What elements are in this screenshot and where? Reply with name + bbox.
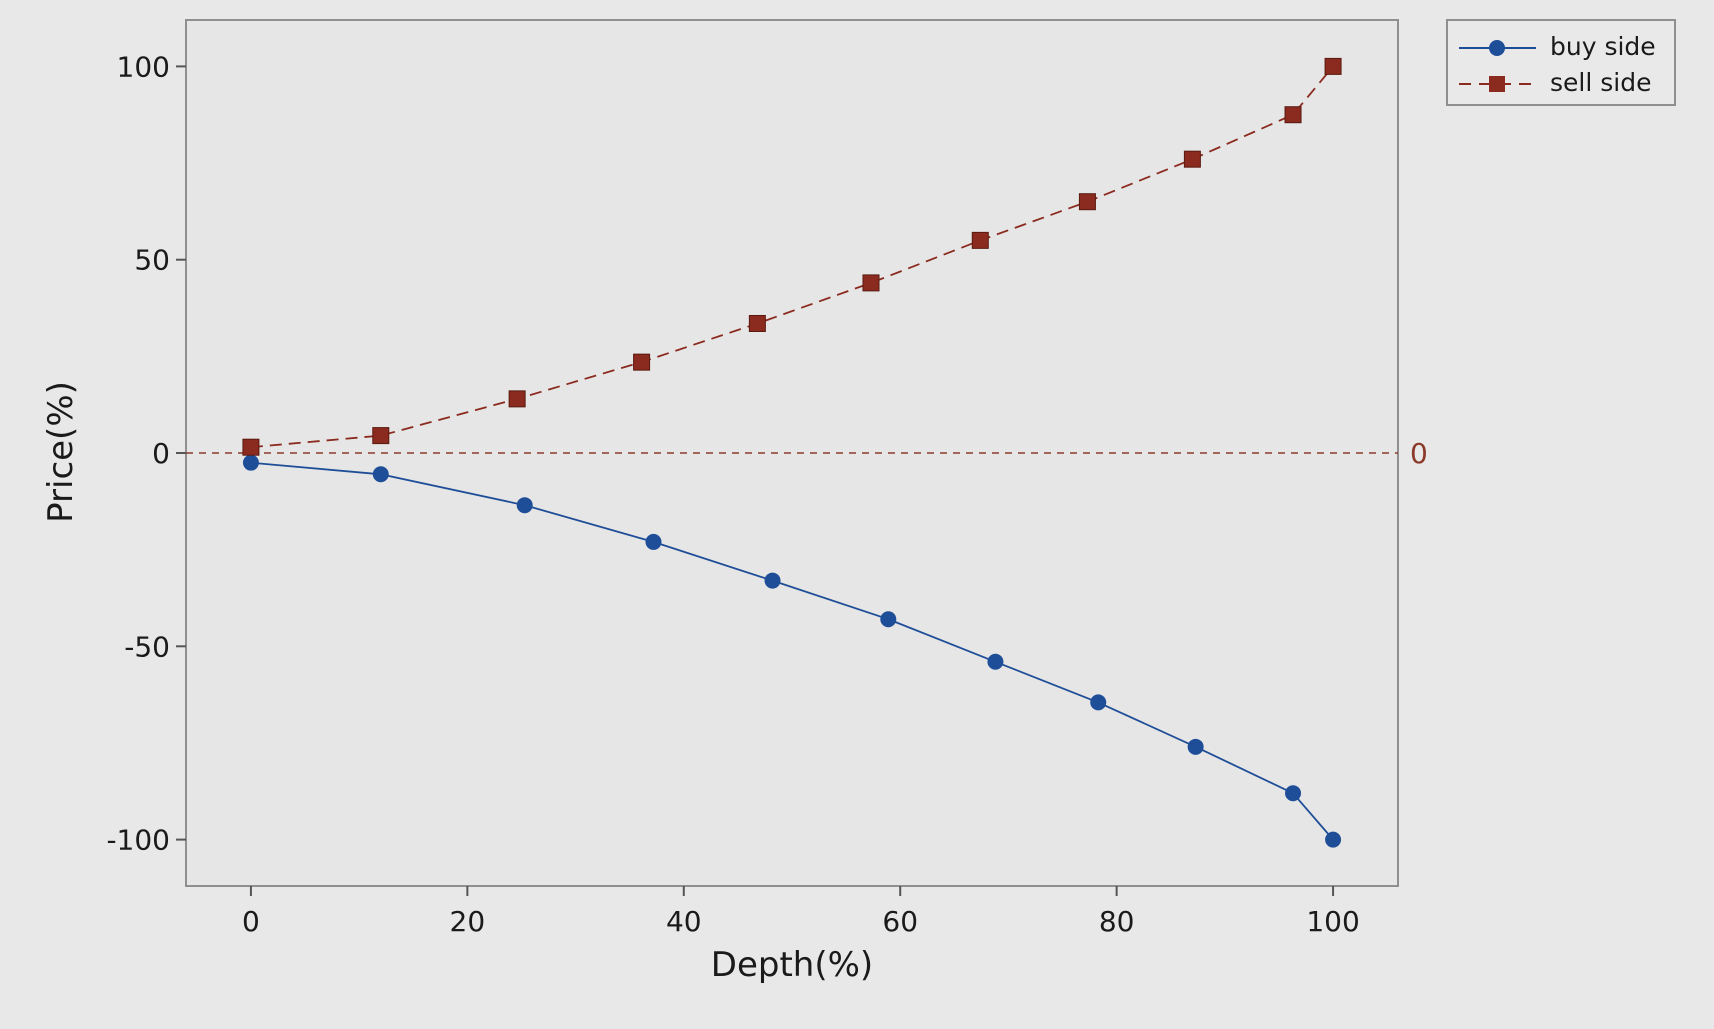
series-group bbox=[242, 57, 1342, 848]
reference-line-label: 0 bbox=[1410, 437, 1428, 470]
y-tick-label: 50 bbox=[134, 244, 170, 277]
buy-side-point bbox=[1090, 694, 1107, 711]
sell-side-point bbox=[1324, 57, 1342, 75]
legend-box bbox=[1446, 19, 1676, 106]
x-tick-label: 60 bbox=[882, 905, 918, 938]
y-axis-label: Price(%) bbox=[41, 381, 81, 523]
x-tick-label: 0 bbox=[242, 905, 260, 938]
y-tick-label: -100 bbox=[106, 824, 170, 857]
x-tick-label: 80 bbox=[1099, 905, 1135, 938]
x-tick-label: 20 bbox=[450, 905, 486, 938]
sell-side-point bbox=[748, 314, 766, 332]
buy-side-point bbox=[880, 611, 897, 628]
x-axis: 0 20 40 60 80 100 bbox=[242, 886, 1360, 938]
legend-buy-side-marker bbox=[1489, 40, 1505, 56]
sell-side-point bbox=[372, 427, 390, 445]
legend-buy-side-label: buy side bbox=[1550, 32, 1656, 61]
y-tick-label: 0 bbox=[152, 437, 170, 470]
x-tick-label: 100 bbox=[1306, 905, 1359, 938]
legend: buy side sell side bbox=[1446, 19, 1676, 106]
buy-side-point bbox=[242, 454, 259, 471]
buy-side-point bbox=[1325, 831, 1342, 848]
y-tick-label: 100 bbox=[117, 50, 170, 83]
y-axis: -100 -50 0 50 100 bbox=[106, 50, 186, 857]
sell-side-point bbox=[633, 353, 651, 371]
buy-side-point bbox=[1187, 738, 1204, 755]
x-tick-label: 40 bbox=[666, 905, 702, 938]
legend-sell-side-marker bbox=[1489, 76, 1505, 92]
buy-side-point bbox=[516, 497, 533, 514]
sell-side-point bbox=[862, 274, 880, 292]
buy-side-point bbox=[987, 653, 1004, 670]
sell-side-point bbox=[508, 390, 526, 408]
sell-side-point bbox=[971, 231, 989, 249]
legend-sell-side-label: sell side bbox=[1550, 68, 1651, 97]
buy-side-point bbox=[1285, 785, 1302, 802]
reference-line-group: 0 bbox=[186, 437, 1428, 470]
sell-side-point bbox=[1183, 150, 1201, 168]
buy-side-point bbox=[645, 533, 662, 550]
buy-side-point bbox=[764, 572, 781, 589]
y-tick-label: -50 bbox=[124, 630, 170, 663]
sell-side-point bbox=[1078, 193, 1096, 211]
sell-side-point bbox=[1284, 106, 1302, 124]
x-axis-label: Depth(%) bbox=[711, 945, 873, 985]
sell-side-point bbox=[242, 438, 260, 456]
buy-side-point bbox=[372, 466, 389, 483]
